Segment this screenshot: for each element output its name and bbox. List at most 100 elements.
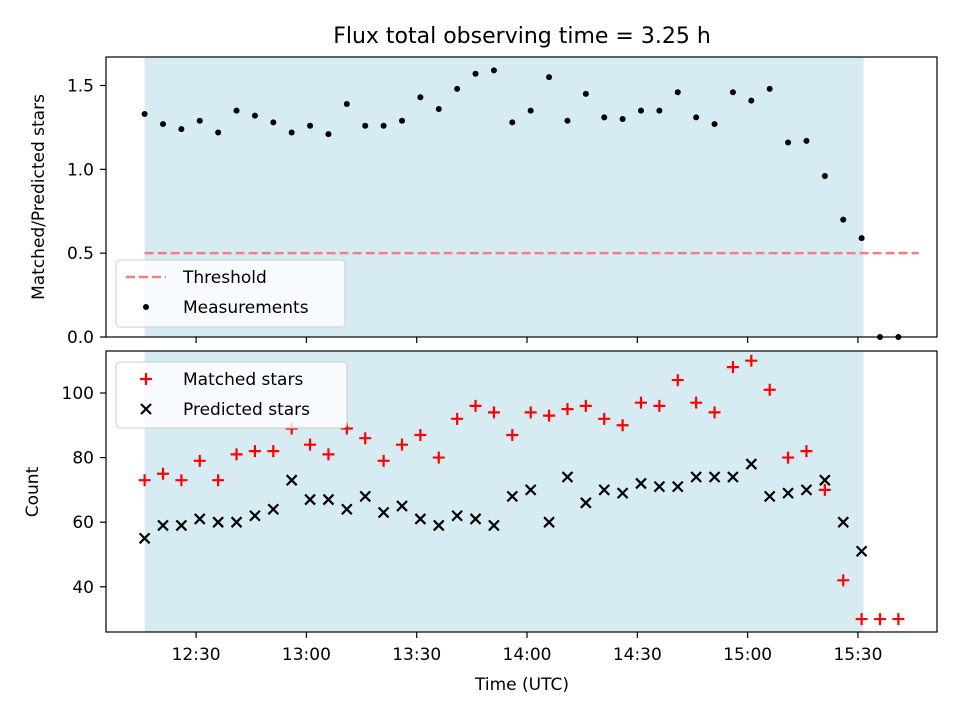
measurement-point <box>233 107 240 114</box>
predicted-star-point <box>469 513 482 525</box>
bottom-y-label: Count <box>23 466 43 517</box>
predicted-star-point <box>855 545 868 558</box>
matched-star-point <box>653 399 666 412</box>
matched-star-point <box>543 409 556 422</box>
bottom-axes-frame <box>105 350 938 633</box>
matched-star-point <box>671 374 684 387</box>
matched-star-point <box>892 613 905 626</box>
x-axis-label: Time (UTC) <box>474 675 569 695</box>
measurement-point <box>858 235 865 242</box>
measurement-point <box>196 117 203 124</box>
y-tick-label: 0.5 <box>67 244 94 264</box>
measurement-point <box>490 67 497 74</box>
y-tick-label: 60 <box>72 513 94 533</box>
predicted-star-point <box>212 516 224 528</box>
matched-star-point <box>837 574 850 587</box>
predicted-star-point <box>616 487 629 499</box>
matched-star-point <box>708 406 721 419</box>
measurement-point <box>803 137 810 144</box>
measurement-point <box>619 116 626 123</box>
matched-star-point <box>138 474 151 487</box>
measurement-point <box>693 114 700 121</box>
measurement-point <box>509 119 516 126</box>
top-y-axis: 0.0 0.5 1.0 1.5 <box>67 77 106 348</box>
predicted-star-point <box>524 484 537 496</box>
x-tick-label: 15:00 <box>723 645 772 665</box>
predicted-star-point <box>138 532 151 545</box>
predicted-star-point <box>157 519 169 532</box>
measurement-point <box>178 126 185 133</box>
matched-star-point <box>745 354 758 367</box>
predicted-star-point <box>193 513 206 525</box>
matched-star-point <box>304 438 317 451</box>
measurement-point <box>729 89 736 96</box>
legend-threshold-label: Threshold <box>182 268 267 288</box>
top-y-label: Matched/Predicted stars <box>29 94 49 300</box>
x-tick-label: 15:30 <box>833 645 882 665</box>
count-points <box>138 354 905 626</box>
matched-star-point <box>579 399 592 412</box>
measurement-point <box>821 173 828 180</box>
matched-star-point <box>726 361 739 374</box>
measurement-point <box>785 139 792 146</box>
predicted-star-point <box>745 458 758 470</box>
measurement-point <box>840 216 847 223</box>
predicted-star-point <box>598 484 611 496</box>
matched-star-point <box>524 406 537 419</box>
legend-predicted-label: Predicted stars <box>183 400 310 420</box>
measurement-point <box>325 131 332 138</box>
bottom-x-axis: 12:30 13:00 13:30 14:00 14:30 15:00 15:30 <box>172 632 882 665</box>
legend-measurements-label: Measurements <box>183 298 309 318</box>
predicted-star-point <box>249 509 261 522</box>
measurement-point <box>398 117 405 124</box>
measurement-point <box>343 100 350 107</box>
top-axes-frame <box>105 56 938 338</box>
matched-star-point <box>377 454 390 467</box>
predicted-star-point <box>359 490 372 503</box>
measurement-point <box>582 90 589 97</box>
matched-star-point <box>487 406 500 419</box>
matched-star-point <box>763 383 776 396</box>
bottom-legend-box <box>115 361 348 429</box>
predicted-star-point <box>304 493 316 506</box>
matched-star-point <box>782 451 795 464</box>
bottom-panel: 40 60 80 100 12:30 13:00 13:30 14:00 14:30 15:00… <box>23 350 938 695</box>
measurement-point <box>674 89 681 96</box>
matched-star-point <box>616 419 629 432</box>
matched-star-point <box>175 474 188 487</box>
matched-star-point <box>267 445 280 458</box>
matched-star-point <box>800 445 813 458</box>
measurement-point <box>656 107 663 114</box>
measurement-point <box>270 119 277 126</box>
measurement-point <box>766 85 773 92</box>
top-x-ticks <box>195 337 859 343</box>
x-tick-label: 13:30 <box>392 645 441 665</box>
x-tick-label: 14:30 <box>613 645 662 665</box>
y-tick-label: 80 <box>72 449 94 469</box>
predicted-star-point <box>580 497 592 509</box>
predicted-star-point <box>414 513 427 525</box>
matched-star-point <box>248 445 261 458</box>
predicted-star-point <box>800 484 813 496</box>
predicted-star-point <box>341 503 353 516</box>
measurement-point <box>564 117 571 124</box>
predicted-star-point <box>175 519 188 532</box>
legend-matched-label: Matched stars <box>183 370 303 390</box>
measurement-point <box>215 129 222 136</box>
measurement-point <box>527 107 534 114</box>
measurement-point <box>141 111 148 118</box>
matched-star-point <box>506 428 519 441</box>
measurement-point <box>638 107 645 114</box>
matched-star-point <box>635 396 648 409</box>
measurement-point <box>288 129 295 136</box>
top-legend-box <box>115 259 346 328</box>
measurement-point <box>711 121 718 128</box>
predicted-star-point <box>396 500 408 512</box>
predicted-star-point <box>837 516 850 528</box>
predicted-star-point <box>561 471 574 483</box>
measurement-point <box>472 70 479 77</box>
y-tick-label: 100 <box>62 384 94 404</box>
matched-star-point <box>414 428 427 441</box>
measurement-point <box>417 94 424 101</box>
predicted-star-point <box>230 516 243 528</box>
